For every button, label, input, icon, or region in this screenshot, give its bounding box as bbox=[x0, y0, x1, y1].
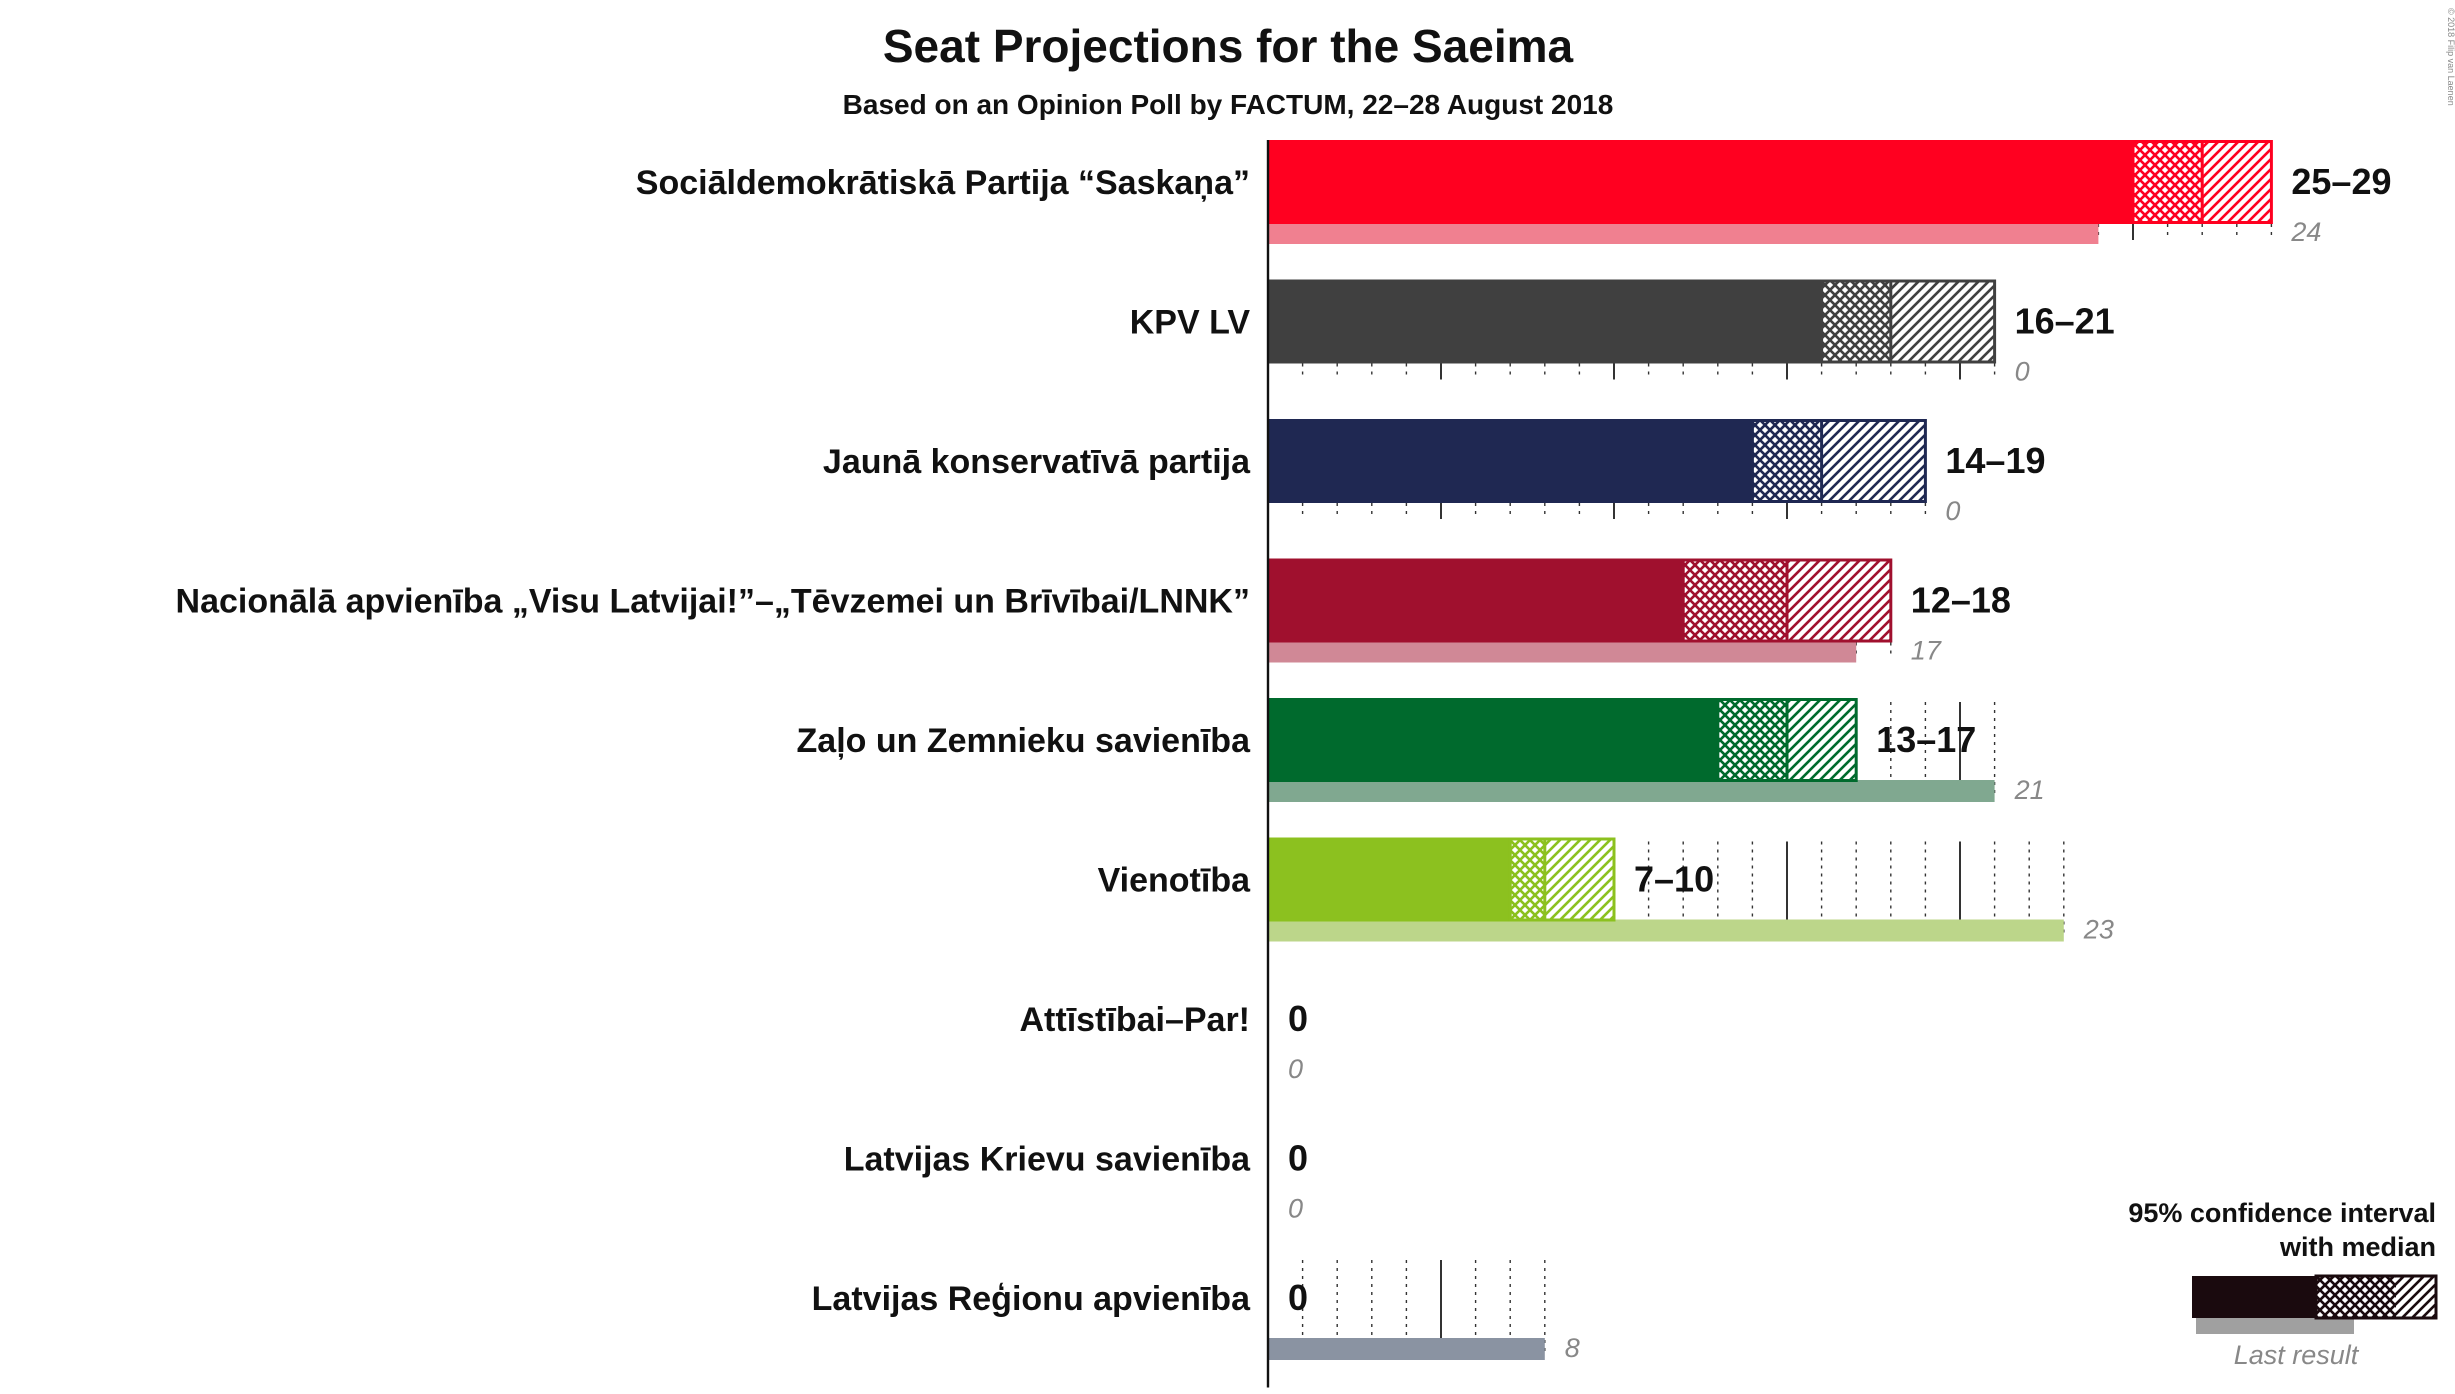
ci-solid-bar bbox=[1268, 140, 2133, 224]
party-row: Jaunā konservatīvā partija 14–19 0 bbox=[823, 419, 2046, 526]
last-result-label: 24 bbox=[2290, 217, 2321, 247]
ci-hatch-bar bbox=[1787, 558, 1891, 643]
legend-ci-line2: with median bbox=[2279, 1232, 2436, 1262]
party-row: Zaļo un Zemnieku savienība 13–17 21 bbox=[797, 698, 2045, 805]
ci-crosshatch-bar bbox=[1510, 837, 1545, 922]
last-result-label: 0 bbox=[1288, 1194, 1303, 1224]
ci-hatch-bar bbox=[1544, 837, 1614, 922]
range-label: 0 bbox=[1288, 1138, 1308, 1179]
ci-crosshatch-bar bbox=[1717, 698, 1787, 782]
ci-hatch-bar bbox=[1787, 698, 1857, 782]
party-label: Attīstībai–Par! bbox=[1020, 1001, 1251, 1039]
ci-outline bbox=[1508, 837, 1616, 922]
range-label: 16–21 bbox=[2015, 301, 2115, 342]
ci-crosshatch-bar bbox=[1821, 279, 1891, 364]
range-label: 13–17 bbox=[1876, 719, 1976, 760]
ci-crosshatch-bar bbox=[2133, 140, 2203, 224]
party-row: Vienotība 7–10 23 bbox=[1098, 837, 2114, 945]
party-label: Vienotība bbox=[1098, 862, 1251, 900]
party-row: Attīstībai–Par! 0 0 bbox=[1020, 998, 1309, 1084]
range-label: 14–19 bbox=[1945, 440, 2045, 481]
party-label: Zaļo un Zemnieku savienība bbox=[797, 722, 1252, 760]
ci-solid-bar bbox=[1268, 558, 1684, 643]
party-label: Sociāldemokrātiskā Partija “Saskaņa” bbox=[636, 164, 1250, 202]
party-label: Latvijas Reģionu apvienība bbox=[812, 1280, 1251, 1318]
range-label: 25–29 bbox=[2291, 161, 2391, 202]
last-result-bar bbox=[1268, 780, 1995, 802]
ci-solid-bar bbox=[1268, 837, 1511, 922]
last-result-label: 0 bbox=[2015, 357, 2030, 387]
legend-last-result-label: Last result bbox=[2234, 1340, 2360, 1370]
legend: 95% confidence interval with median Last… bbox=[2128, 1198, 2438, 1370]
copyright-note: © 2018 Filip van Laenen bbox=[2446, 8, 2455, 106]
ci-outline bbox=[1750, 419, 1927, 503]
range-label: 7–10 bbox=[1634, 859, 1714, 900]
last-result-label: 17 bbox=[1911, 636, 1942, 666]
legend-crosshatch-bar bbox=[2316, 1276, 2396, 1318]
chart-subtitle: Based on an Opinion Poll by FACTUM, 22–2… bbox=[843, 89, 1614, 120]
legend-last-result-bar bbox=[2196, 1318, 2354, 1334]
ci-hatch-bar bbox=[1821, 419, 1926, 503]
party-row: Latvijas Krievu savienība 0 0 bbox=[844, 1138, 1308, 1224]
party-label: Nacionālā apvienība „Visu Latvijai!”–„Tē… bbox=[176, 583, 1250, 621]
party-row: KPV LV 16–21 0 bbox=[1130, 279, 2115, 387]
last-result-bar bbox=[1268, 222, 2099, 244]
last-result-label: 0 bbox=[1288, 1054, 1303, 1084]
party-row: Sociāldemokrātiskā Partija “Saskaņa” 25–2… bbox=[636, 140, 2392, 247]
party-label: Latvijas Krievu savienība bbox=[844, 1141, 1251, 1179]
ci-solid-bar bbox=[1268, 419, 1753, 503]
party-label: KPV LV bbox=[1130, 304, 1251, 342]
ci-outline bbox=[1820, 279, 1997, 364]
ci-crosshatch-bar bbox=[1683, 558, 1787, 643]
party-row: Nacionālā apvienība „Visu Latvijai!”–„Tē… bbox=[176, 558, 2011, 666]
ci-crosshatch-bar bbox=[1752, 419, 1822, 503]
party-label: Jaunā konservatīvā partija bbox=[823, 443, 1251, 481]
range-label: 12–18 bbox=[1911, 580, 2011, 621]
range-label: 0 bbox=[1288, 998, 1308, 1039]
last-result-label: 8 bbox=[1565, 1333, 1580, 1363]
last-result-bar bbox=[1268, 640, 1857, 663]
last-result-label: 21 bbox=[2014, 775, 2045, 805]
chart-title: Seat Projections for the Saeima bbox=[883, 20, 1574, 72]
ci-hatch-bar bbox=[1890, 279, 1995, 364]
ci-hatch-bar bbox=[2202, 140, 2272, 224]
last-result-label: 23 bbox=[2083, 915, 2114, 945]
legend-outline bbox=[2314, 1274, 2438, 1320]
legend-hatch-bar bbox=[2396, 1276, 2436, 1318]
last-result-label: 0 bbox=[1945, 496, 1960, 526]
last-result-bar bbox=[1268, 1338, 1545, 1360]
range-label: 0 bbox=[1288, 1277, 1308, 1318]
party-rows: Sociāldemokrātiskā Partija “Saskaņa” 25–2… bbox=[176, 140, 2392, 1388]
legend-solid-bar bbox=[2192, 1276, 2316, 1318]
party-row: Latvijas Reģionu apvienība 0 8 bbox=[812, 1260, 1580, 1363]
legend-ci-line1: 95% confidence interval bbox=[2128, 1198, 2436, 1228]
last-result-bar bbox=[1268, 919, 2064, 942]
ci-solid-bar bbox=[1268, 279, 1822, 364]
ci-solid-bar bbox=[1268, 698, 1718, 782]
